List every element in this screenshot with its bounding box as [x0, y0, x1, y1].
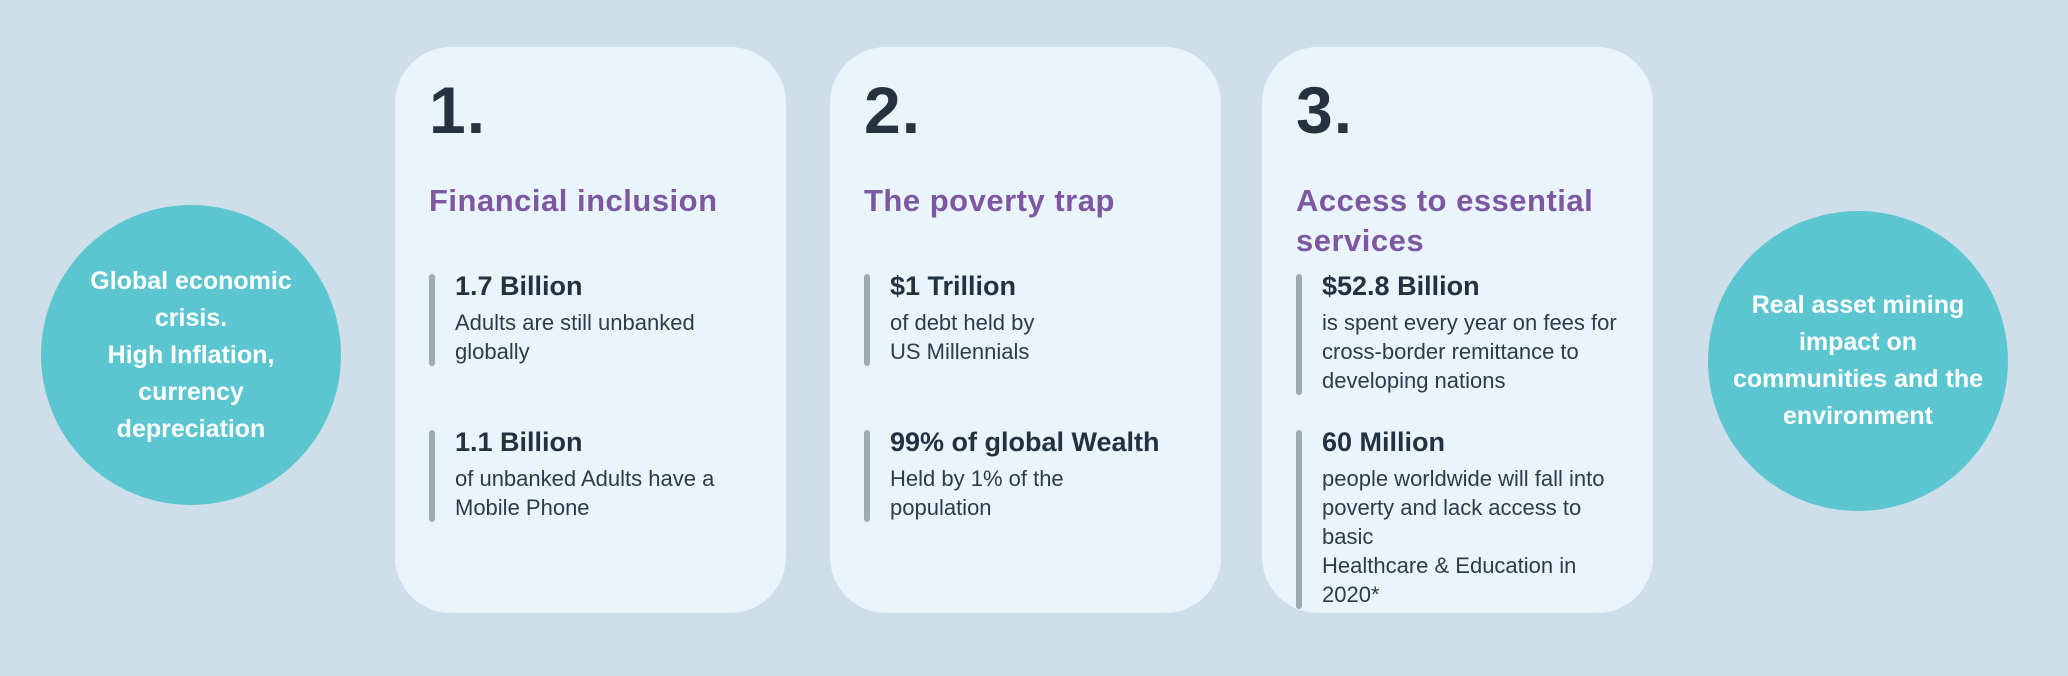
- card-financial-inclusion: 1. Financial inclusion 1.7 Billion Adult…: [395, 47, 786, 613]
- card-title: Financial inclusion: [429, 183, 718, 218]
- stat-description: of debt held by US Millennials: [890, 310, 1035, 365]
- stat-description: Held by 1% of the population: [890, 466, 1064, 521]
- stat: 1.1 Billion of unbanked Adults have a Mo…: [429, 427, 759, 523]
- stat-value: 99% of global Wealth: [890, 427, 1160, 457]
- card-poverty-trap: 2. The poverty trap $1 Trillion of debt …: [830, 47, 1221, 613]
- stat-value: 60 Million: [1322, 427, 1446, 457]
- card-number: 3.: [1296, 73, 1354, 147]
- stat-description: people worldwide will fall into poverty …: [1322, 466, 1605, 608]
- left-highlight-circle: Global economic crisis. High Inflation, …: [41, 205, 341, 505]
- stat-value: $52.8 Billion: [1322, 271, 1480, 301]
- left-circle-text: Global economic crisis. High Inflation, …: [90, 266, 292, 443]
- card-access-essential-services: 3. Access to essential services $52.8 Bi…: [1262, 47, 1653, 613]
- stat: $52.8 Billion is spent every year on fee…: [1296, 271, 1626, 396]
- stat: 99% of global Wealth Held by 1% of the p…: [864, 427, 1194, 523]
- stat-value: 1.1 Billion: [455, 427, 583, 457]
- card-title: Access to essential services: [1296, 183, 1594, 258]
- stat-description: is spent every year on fees for cross-bo…: [1322, 310, 1617, 394]
- stat-value: $1 Trillion: [890, 271, 1017, 301]
- stat: $1 Trillion of debt held by US Millennia…: [864, 271, 1194, 367]
- stat-accent-bar: [1296, 274, 1302, 396]
- right-circle-text: Real asset mining impact on communities …: [1732, 291, 1984, 430]
- stat-accent-bar: [1296, 430, 1302, 610]
- stat-accent-bar: [864, 274, 870, 367]
- stat-description: of unbanked Adults have a Mobile Phone: [455, 466, 715, 521]
- stat-description: Adults are still unbanked globally: [455, 310, 695, 365]
- stat: 1.7 Billion Adults are still unbanked gl…: [429, 271, 759, 367]
- stat-accent-bar: [864, 430, 870, 523]
- stat-accent-bar: [429, 430, 435, 523]
- right-highlight-circle: Real asset mining impact on communities …: [1708, 211, 2008, 511]
- stat-accent-bar: [429, 274, 435, 367]
- stat-value: 1.7 Billion: [455, 271, 583, 301]
- stat: 60 Million people worldwide will fall in…: [1296, 427, 1626, 610]
- card-number: 1.: [429, 73, 487, 147]
- card-title: The poverty trap: [864, 183, 1115, 218]
- card-number: 2.: [864, 73, 922, 147]
